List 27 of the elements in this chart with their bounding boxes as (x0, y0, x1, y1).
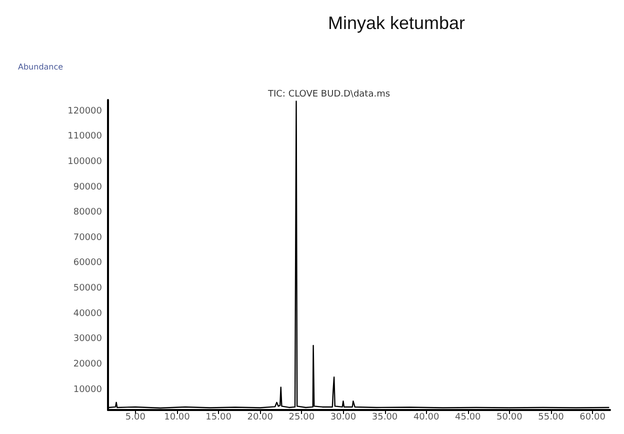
x-tick-label: 35.00 (372, 412, 398, 422)
y-tick-label: 60000 (73, 258, 102, 268)
x-tick-label: 40.00 (413, 412, 440, 422)
x-tick-label: 50.00 (496, 412, 523, 422)
y-tick-label: 70000 (73, 232, 102, 243)
x-tick-label: 55.00 (538, 412, 564, 422)
y-tick-label: 90000 (73, 182, 102, 192)
x-tick-label: 15.00 (206, 412, 232, 422)
y-tick-label: 20000 (73, 359, 102, 370)
y-tick-label: 10000 (73, 384, 102, 395)
chart-subtitle: TIC: CLOVE BUD.D\data.ms (267, 90, 390, 100)
y-tick-label: 30000 (73, 334, 102, 344)
x-tick-label: 25.00 (288, 412, 315, 422)
x-tick-label: 20.00 (247, 412, 274, 422)
x-tick-label: 45.00 (454, 412, 482, 422)
chart-title: Minyak ketumbar (328, 13, 466, 33)
x-tick-label: 5.00 (125, 412, 146, 422)
y-tick-label: 80000 (73, 208, 102, 218)
y-tick-label: 50000 (73, 284, 102, 294)
x-tick-label: 60.00 (580, 412, 606, 422)
y-tick-label: 40000 (73, 308, 102, 319)
x-tick-label: 30.00 (330, 412, 356, 422)
y-tick-label: 110000 (68, 132, 102, 142)
y-tick-label: 100000 (68, 157, 102, 167)
y-tick-label: 120000 (68, 106, 102, 116)
y-axis-title: Abundance (18, 62, 64, 72)
x-tick-label: 10.00 (164, 412, 190, 422)
